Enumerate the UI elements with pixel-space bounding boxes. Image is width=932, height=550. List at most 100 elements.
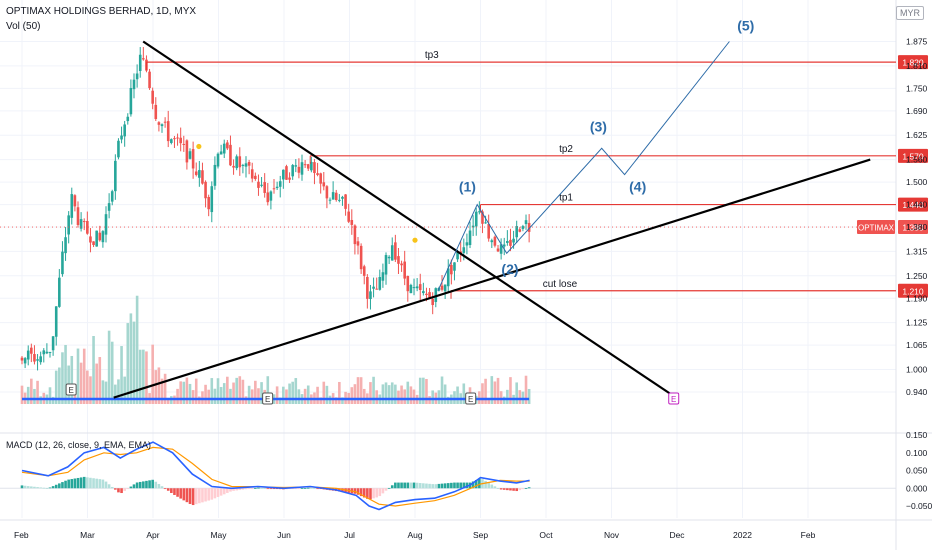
macd-hist-bar: [263, 488, 266, 489]
macd-hist-bar: [120, 488, 123, 494]
macd-hist-bar: [26, 486, 30, 489]
macd-hist-bar: [275, 488, 279, 490]
candle-body: [356, 241, 360, 246]
candle-body: [484, 222, 487, 224]
candle-body: [117, 140, 120, 158]
candle-body: [372, 286, 375, 289]
candle-body: [285, 166, 288, 180]
candle-body: [219, 151, 223, 155]
macd-axis-tick: 0.100: [906, 448, 928, 458]
macd-hist-bar: [185, 488, 189, 503]
macd-hist-bar: [201, 488, 204, 503]
candle-body: [39, 356, 42, 363]
candle-body: [204, 181, 207, 199]
macd-hist-bar: [235, 488, 238, 491]
macd-hist-bar: [166, 488, 170, 491]
volume-bar: [297, 389, 301, 404]
falling-trendline: [142, 40, 672, 395]
candle-body: [64, 237, 67, 254]
macd-hist-bar: [418, 483, 422, 489]
candle-body: [338, 199, 341, 201]
volume-bar: [235, 377, 238, 404]
macd-hist-bar: [23, 485, 27, 489]
volume-bar: [222, 383, 226, 404]
candle-body: [73, 195, 77, 207]
candle-body: [226, 142, 229, 149]
volume-bar: [26, 386, 30, 404]
macd-hist-bar: [117, 488, 120, 493]
macd-hist-bar: [515, 488, 518, 492]
candle-body: [247, 161, 251, 166]
macd-hist-bar: [257, 487, 260, 489]
candle-body: [300, 162, 304, 175]
macd-hist-bar: [316, 488, 319, 490]
candle-body: [347, 211, 350, 222]
volume-bar: [266, 376, 270, 404]
volume-bar: [194, 378, 198, 404]
macd-hist-bar: [310, 487, 313, 489]
macd-hist-bar: [76, 477, 80, 489]
candle-body: [263, 182, 266, 193]
volume-bar: [260, 382, 263, 404]
candle-body: [51, 336, 55, 351]
volume-bar: [95, 363, 98, 404]
volume-bar: [288, 383, 291, 404]
volume-bar: [241, 379, 245, 404]
volume-bar: [126, 323, 130, 404]
volume-bar: [316, 386, 319, 404]
time-axis-tick: Jul: [344, 530, 355, 540]
candle-body: [244, 163, 248, 167]
candle-body: [291, 165, 294, 177]
macd-hist-bar: [471, 481, 475, 489]
macd-hist-bar: [129, 486, 133, 489]
volume-bar: [394, 384, 397, 404]
candle-body: [235, 156, 238, 169]
time-axis-tick: Apr: [146, 530, 159, 540]
candle-body: [440, 285, 444, 290]
candle-body: [194, 171, 198, 175]
candle-body: [359, 245, 363, 270]
candle-body: [316, 173, 319, 175]
candle-body: [101, 231, 105, 243]
candle-body: [431, 298, 434, 306]
candle-body: [509, 239, 512, 246]
volume-bar: [490, 376, 494, 404]
candle-body: [331, 192, 335, 200]
macd-hist-bar: [98, 479, 102, 489]
macd-hist-bar: [132, 484, 136, 489]
candle-body: [375, 288, 378, 290]
macd-hist-bar: [434, 484, 438, 489]
macd-hist-bar: [51, 486, 55, 489]
volume-bar: [36, 380, 39, 404]
volume-bar: [20, 385, 24, 404]
macd-hist-bar: [412, 482, 416, 489]
candle-body: [462, 247, 466, 253]
volume-bar: [481, 383, 484, 404]
macd-hist-bar: [207, 488, 210, 501]
volume-bar: [201, 391, 204, 404]
candle-body: [344, 194, 347, 209]
volume-bar: [101, 380, 105, 404]
candle-body: [170, 139, 173, 143]
macd-hist-bar: [58, 483, 61, 489]
currency-badge[interactable]: MYR: [896, 6, 924, 20]
candle-body: [154, 104, 158, 120]
candle-body: [499, 244, 503, 254]
volume-bar: [191, 390, 195, 404]
candle-body: [275, 186, 279, 189]
volume-bar: [132, 321, 136, 404]
macd-hist-bar: [247, 488, 251, 490]
macd-hist-bar: [381, 488, 385, 494]
candle-body: [521, 226, 525, 229]
volume-bar: [369, 382, 372, 404]
volume-bar: [117, 379, 120, 404]
volume-bar: [166, 397, 170, 404]
macd-hist-bar: [92, 478, 95, 489]
volume-bar: [338, 381, 341, 404]
candle-body: [160, 124, 164, 127]
elliott-label: (4): [629, 178, 646, 194]
volume-bar: [145, 351, 148, 404]
macd-hist-bar: [142, 481, 145, 489]
candles: [20, 47, 531, 371]
